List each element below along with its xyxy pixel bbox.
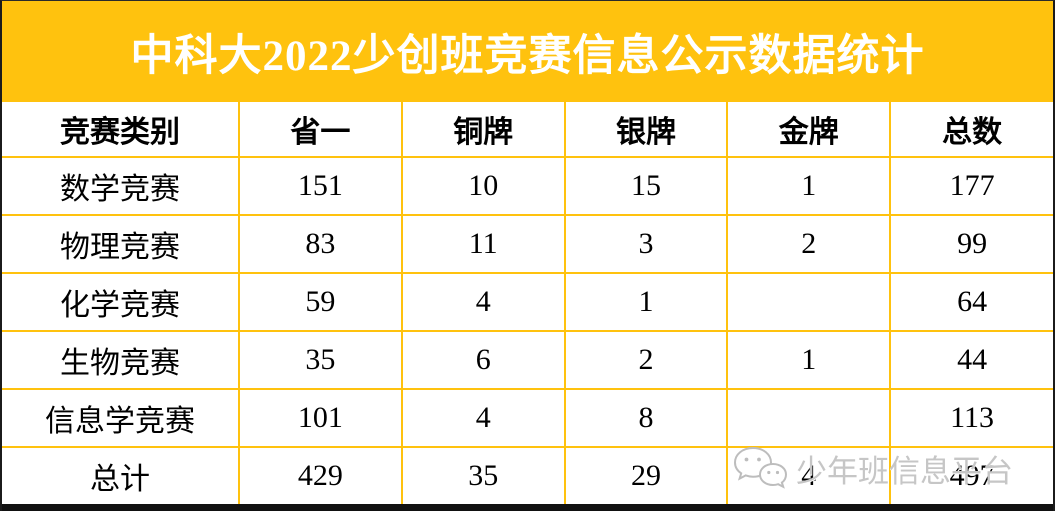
cell-bronze: 4: [400, 388, 565, 447]
cell-shengyi: 35: [238, 330, 402, 389]
cell-gold: 2: [726, 214, 891, 273]
row-label: 物理竞赛: [2, 214, 239, 273]
page-title: 中科大2022少创班竞赛信息公示数据统计: [130, 32, 925, 80]
stats-table: 竞赛类别 省一 铜牌 银牌 金牌 总数 数学竞赛 151 10 15 1 177…: [2, 102, 1053, 504]
cell-gold: 4: [726, 446, 891, 504]
cell-silver: 29: [563, 446, 728, 504]
table-row-physics: 物理竞赛 83 11 3 2 99: [2, 214, 1053, 273]
row-label: 信息学竞赛: [2, 388, 239, 447]
table-header-row: 竞赛类别 省一 铜牌 银牌 金牌 总数: [2, 102, 1053, 157]
cell-gold: [726, 272, 891, 331]
table-row-math: 数学竞赛 151 10 15 1 177: [2, 156, 1053, 215]
table-row-chemistry: 化学竞赛 59 4 1 64: [2, 272, 1053, 331]
header-shengyi: 省一: [238, 102, 402, 157]
row-label: 总计: [2, 446, 239, 504]
cell-shengyi: 429: [238, 446, 402, 504]
cell-silver: 3: [563, 214, 728, 273]
cell-total: 113: [889, 388, 1053, 447]
cell-bronze: 11: [400, 214, 565, 273]
cell-shengyi: 101: [238, 388, 402, 447]
cell-total: 64: [889, 272, 1053, 331]
row-label: 数学竞赛: [2, 156, 239, 215]
cell-total: 99: [889, 214, 1053, 273]
header-gold: 金牌: [726, 102, 891, 157]
cell-bronze: 4: [400, 272, 565, 331]
cell-shengyi: 59: [238, 272, 402, 331]
cell-silver: 8: [563, 388, 728, 447]
header-silver: 银牌: [563, 102, 728, 157]
cell-gold: [726, 388, 891, 447]
cell-bronze: 6: [400, 330, 565, 389]
header-category: 竞赛类别: [60, 116, 180, 149]
header-bronze: 铜牌: [400, 102, 565, 157]
cell-gold: 1: [726, 330, 891, 389]
cell-silver: 2: [563, 330, 728, 389]
row-label: 化学竞赛: [2, 272, 239, 331]
cell-shengyi: 83: [238, 214, 402, 273]
title-band: 中科大2022少创班竞赛信息公示数据统计: [2, 1, 1053, 102]
bottom-black-bar: [2, 504, 1053, 511]
cell-total: 44: [889, 330, 1053, 389]
header-total: 总数: [889, 102, 1053, 157]
cell-silver: 1: [563, 272, 728, 331]
table-row-informatics: 信息学竞赛 101 4 8 113: [2, 388, 1053, 447]
cell-bronze: 35: [400, 446, 565, 504]
table-row-biology: 生物竞赛 35 6 2 1 44: [2, 330, 1053, 389]
cell-silver: 15: [563, 156, 728, 215]
cell-shengyi: 151: [238, 156, 402, 215]
cell-bronze: 10: [400, 156, 565, 215]
table-row-grand-total: 总计 429 35 29 4 497: [2, 446, 1053, 504]
cell-total: 177: [889, 156, 1053, 215]
cell-total: 497: [889, 446, 1053, 504]
cell-gold: 1: [726, 156, 891, 215]
row-label: 生物竞赛: [2, 330, 239, 389]
